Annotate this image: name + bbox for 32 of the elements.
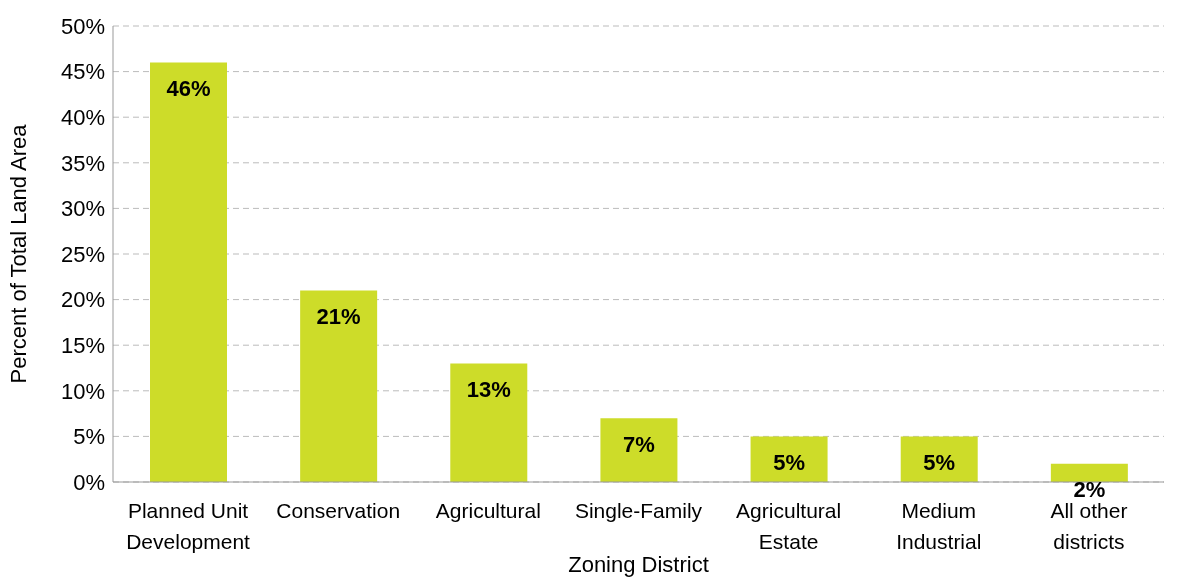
bar [450,363,528,482]
bar [900,436,978,482]
data-label: 7% [623,431,655,457]
x-tick-label: Medium Industrial [896,499,982,553]
data-label: 13% [466,377,511,403]
x-tick-label: Agricultural Estate [736,499,842,553]
bar [300,290,378,482]
y-axis-title: Percent of Total Land Area [5,123,31,384]
bar [150,62,227,482]
x-tick-label: Agricultural [435,499,541,522]
y-tick-label: 50% [60,13,105,39]
y-tick-label: 0% [73,469,105,495]
y-tick-label: 30% [60,196,105,222]
data-label: 5% [923,450,956,476]
y-tick-label: 25% [60,241,105,267]
data-label: 21% [316,304,361,330]
x-tick-label: Conservation [276,499,401,522]
y-tick-label: 5% [73,424,105,450]
data-label: 46% [166,76,211,102]
y-tick-label: 45% [60,59,105,85]
bar [750,436,828,482]
y-tick-label: 10% [60,378,105,404]
x-axis-title: Zoning District [568,552,709,577]
x-tick-label: Single-Family [574,499,703,522]
y-tick-label: 40% [60,105,105,131]
bar [600,418,678,482]
y-tick-label: 15% [60,333,105,359]
data-label: 5% [773,450,805,476]
y-tick-label: 20% [60,287,105,313]
y-tick-label: 35% [60,150,105,176]
x-tick-label: Planned Unit Development [126,499,251,553]
bar [1050,463,1128,482]
